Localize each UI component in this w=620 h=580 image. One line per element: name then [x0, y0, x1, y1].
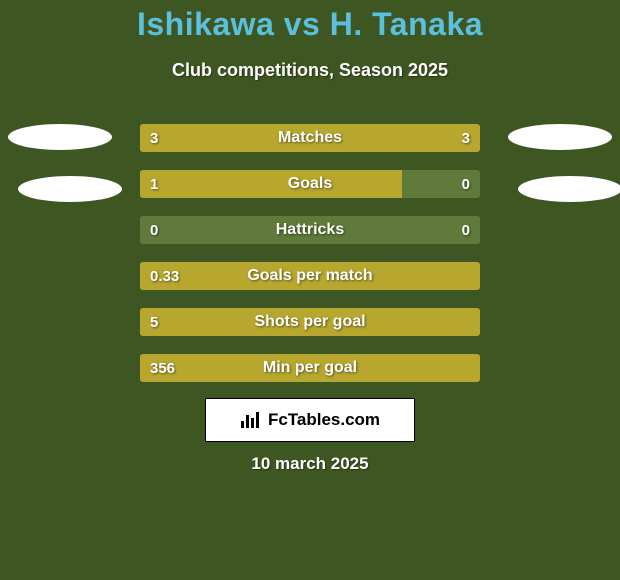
- stat-label: Shots per goal: [140, 308, 480, 336]
- page-title: Ishikawa vs H. Tanaka: [0, 6, 620, 43]
- stat-bars: Matches33Goals10Hattricks00Goals per mat…: [140, 124, 480, 400]
- stat-label: Hattricks: [140, 216, 480, 244]
- stat-row: Goals per match0.33: [140, 262, 480, 290]
- stat-value-left: 0.33: [150, 262, 179, 290]
- stat-value-left: 3: [150, 124, 158, 152]
- stat-label: Matches: [140, 124, 480, 152]
- stat-value-right: 0: [462, 170, 470, 198]
- comparison-canvas: Ishikawa vs H. Tanaka Club competitions,…: [0, 0, 620, 580]
- stat-value-right: 0: [462, 216, 470, 244]
- stat-label: Min per goal: [140, 354, 480, 382]
- stat-value-left: 356: [150, 354, 175, 382]
- player-left-badge-2: [18, 176, 122, 202]
- player-right-badge-1: [508, 124, 612, 150]
- stat-value-left: 5: [150, 308, 158, 336]
- stat-row: Min per goal356: [140, 354, 480, 382]
- stat-row: Shots per goal5: [140, 308, 480, 336]
- subtitle: Club competitions, Season 2025: [0, 60, 620, 81]
- player-right-badge-2: [518, 176, 620, 202]
- player-left-badge-1: [8, 124, 112, 150]
- stat-label: Goals: [140, 170, 480, 198]
- stat-row: Goals1 0: [140, 170, 480, 198]
- attribution-text: FcTables.com: [268, 410, 380, 430]
- stat-row: Hattricks0 0: [140, 216, 480, 244]
- stat-value-right: 3: [462, 124, 470, 152]
- stat-value-left: 0: [150, 216, 158, 244]
- stat-value-left: 1: [150, 170, 158, 198]
- bar-chart-icon: [240, 411, 262, 429]
- stat-label: Goals per match: [140, 262, 480, 290]
- stat-row: Matches3 3: [140, 124, 480, 152]
- date-text: 10 march 2025: [0, 454, 620, 474]
- attribution-box: FcTables.com: [205, 398, 415, 442]
